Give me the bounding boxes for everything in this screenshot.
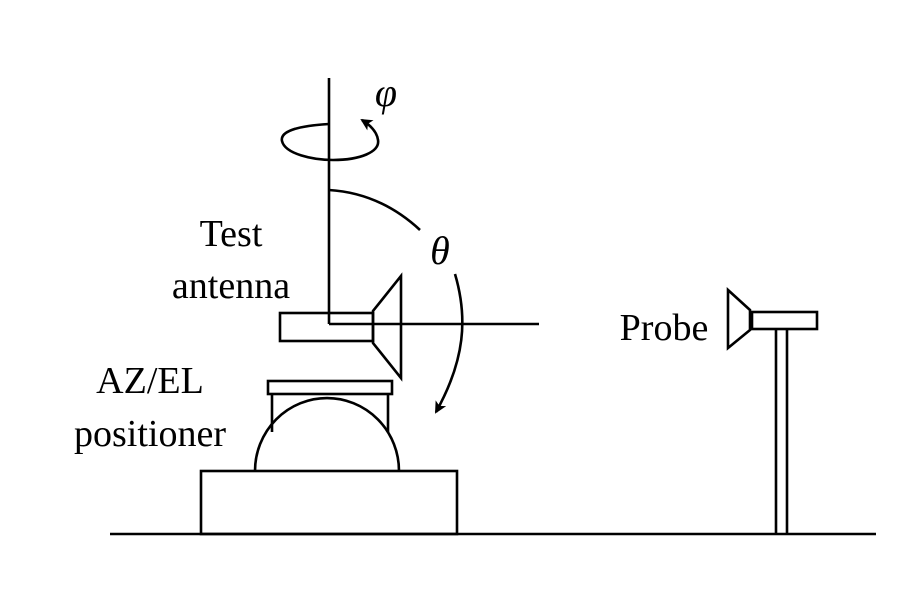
theta-rotation-arrow <box>434 273 464 414</box>
label-azel: AZ/EL <box>96 360 204 402</box>
phi-rotation-arrow <box>280 118 380 162</box>
probe-mount <box>750 310 819 331</box>
theta-arc-upper <box>328 188 421 231</box>
positioner-base <box>199 469 459 536</box>
label-positioner: positioner <box>74 413 226 455</box>
label-test: Test <box>200 213 263 255</box>
label-probe: Probe <box>620 307 709 349</box>
probe-horn <box>726 287 752 351</box>
theta-symbol: θ <box>430 228 450 273</box>
positioner-dome <box>253 396 401 472</box>
phi-symbol: φ <box>375 70 397 115</box>
positioner-top-plate <box>266 379 394 396</box>
test-antenna-mount <box>278 311 375 343</box>
test-antenna-horn <box>371 272 403 382</box>
label-antenna: antenna <box>172 265 290 307</box>
